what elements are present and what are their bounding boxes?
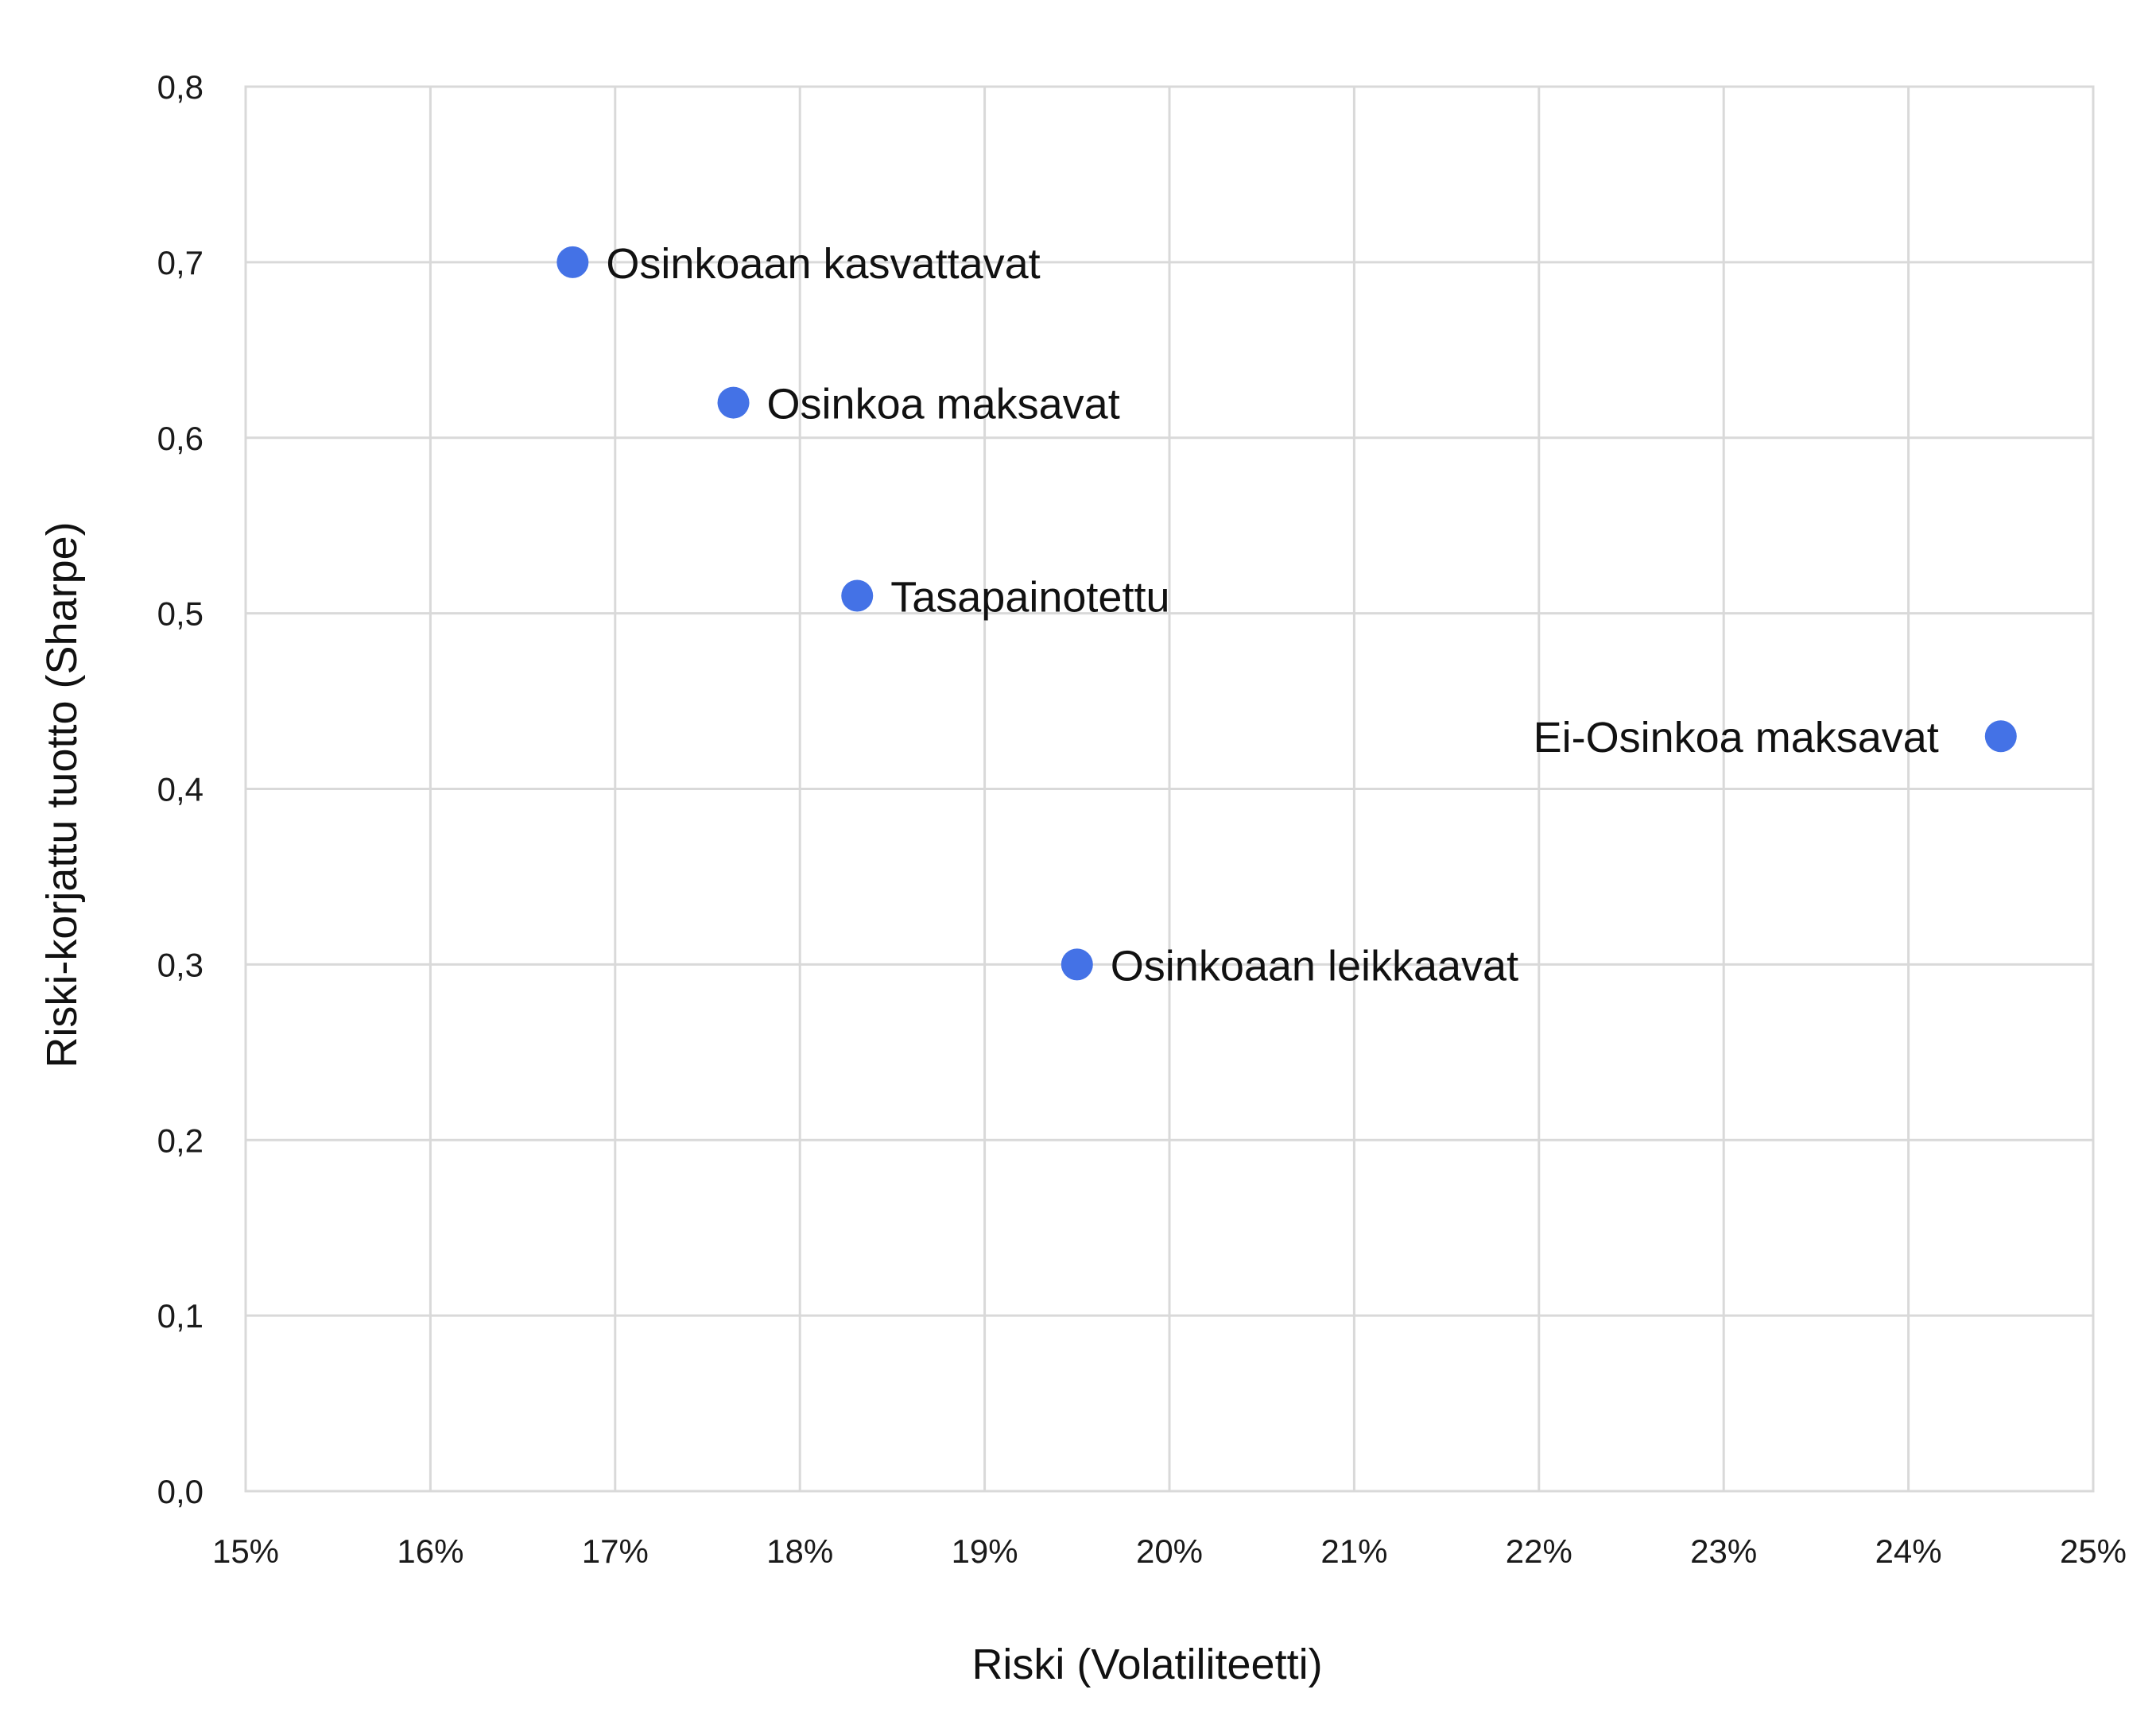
y-tick-label: 0,2	[157, 1122, 204, 1159]
x-tick-label: 22%	[1506, 1532, 1572, 1570]
point-label: Tasapainotettu	[890, 574, 1169, 622]
data-point	[1984, 720, 2017, 753]
y-tick-label: 0,6	[157, 420, 204, 457]
point-label: Osinkoaan kasvattavat	[606, 240, 1040, 288]
tick-labels: 15% 16% 17% 18% 19% 20% 21% 22% 23% 24% 25% 0,0 0,1 0…	[157, 68, 2127, 1570]
point-label: Osinkoa maksavat	[767, 381, 1120, 428]
y-tick-label: 0,5	[157, 595, 204, 633]
y-tick-label: 0,3	[157, 946, 204, 983]
x-tick-label: 17%	[582, 1532, 649, 1570]
x-tick-label: 15%	[212, 1532, 279, 1570]
y-tick-label: 0,8	[157, 68, 204, 106]
plot-frame	[244, 85, 2095, 1493]
x-tick-label: 25%	[2060, 1532, 2127, 1570]
data-point	[556, 246, 589, 278]
y-tick-label: 0,0	[157, 1473, 204, 1510]
x-tick-label: 23%	[1690, 1532, 1757, 1570]
x-tick-label: 20%	[1136, 1532, 1203, 1570]
x-tick-label: 18%	[766, 1532, 833, 1570]
x-axis-title: Riski (Volatiliteetti)	[971, 1641, 1322, 1688]
data-point	[717, 386, 750, 419]
y-axis-title: Riski-korjattu tuotto (Sharpe)	[38, 521, 86, 1067]
y-tick-label: 0,7	[157, 244, 204, 281]
grid-lines	[244, 85, 2095, 1493]
x-tick-label: 16%	[397, 1532, 463, 1570]
point-label: Osinkoaan leikkaavat	[1111, 942, 1518, 990]
x-tick-label: 21%	[1320, 1532, 1387, 1570]
x-tick-label: 19%	[952, 1532, 1018, 1570]
data-points: Osinkoaan kasvattavat Osinkoa maksavat Tas…	[556, 240, 2017, 990]
data-point	[1061, 948, 1093, 981]
point-label: Ei-Osinkoa maksavat	[1534, 714, 1939, 761]
y-tick-label: 0,4	[157, 771, 204, 808]
x-tick-label: 24%	[1875, 1532, 1942, 1570]
data-point	[841, 579, 874, 612]
y-tick-label: 0,1	[157, 1297, 204, 1335]
